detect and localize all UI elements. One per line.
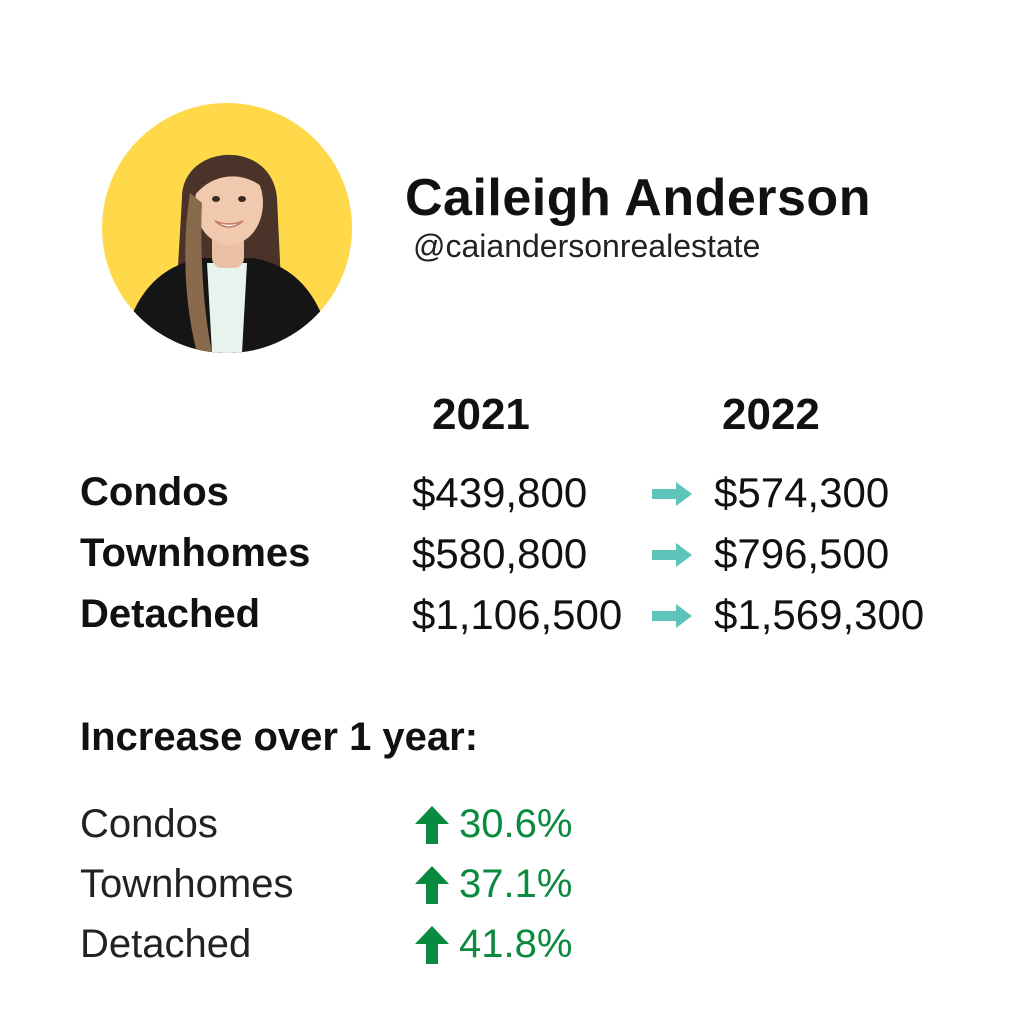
arrow-right-icon	[652, 482, 692, 506]
price-row-label: Detached	[80, 592, 261, 636]
year-from-header: 2021	[432, 390, 530, 439]
increase-value: 37.1%	[415, 862, 572, 907]
arrow-up-icon	[415, 805, 449, 844]
arrow-right-icon	[652, 543, 692, 567]
arrow-right-icon	[652, 604, 692, 628]
increase-percent: 37.1%	[459, 862, 573, 906]
increase-title: Increase over 1 year:	[80, 715, 479, 759]
profile-name: Caileigh Anderson	[405, 169, 871, 227]
avatar-photo	[102, 103, 352, 353]
arrow-up-icon	[415, 925, 449, 964]
price-row-label: Townhomes	[80, 531, 311, 575]
price-row-label: Condos	[80, 470, 229, 514]
price-to: $574,300	[714, 469, 890, 516]
avatar	[102, 103, 352, 353]
increase-row-label: Detached	[80, 922, 252, 966]
price-from: $1,106,500	[412, 591, 623, 638]
increase-percent: 30.6%	[459, 802, 573, 846]
price-from: $439,800	[412, 469, 588, 516]
increase-value: 30.6%	[415, 802, 572, 847]
increase-value: 41.8%	[415, 922, 572, 967]
year-to-header: 2022	[722, 390, 820, 439]
increase-row-label: Condos	[80, 802, 218, 846]
price-from: $580,800	[412, 530, 588, 577]
increase-row-label: Townhomes	[80, 862, 294, 906]
increase-percent: 41.8%	[459, 922, 573, 966]
profile-handle: @caiandersonrealestate	[413, 228, 761, 264]
arrow-up-icon	[415, 865, 449, 904]
price-to: $1,569,300	[714, 591, 925, 638]
price-to: $796,500	[714, 530, 890, 577]
